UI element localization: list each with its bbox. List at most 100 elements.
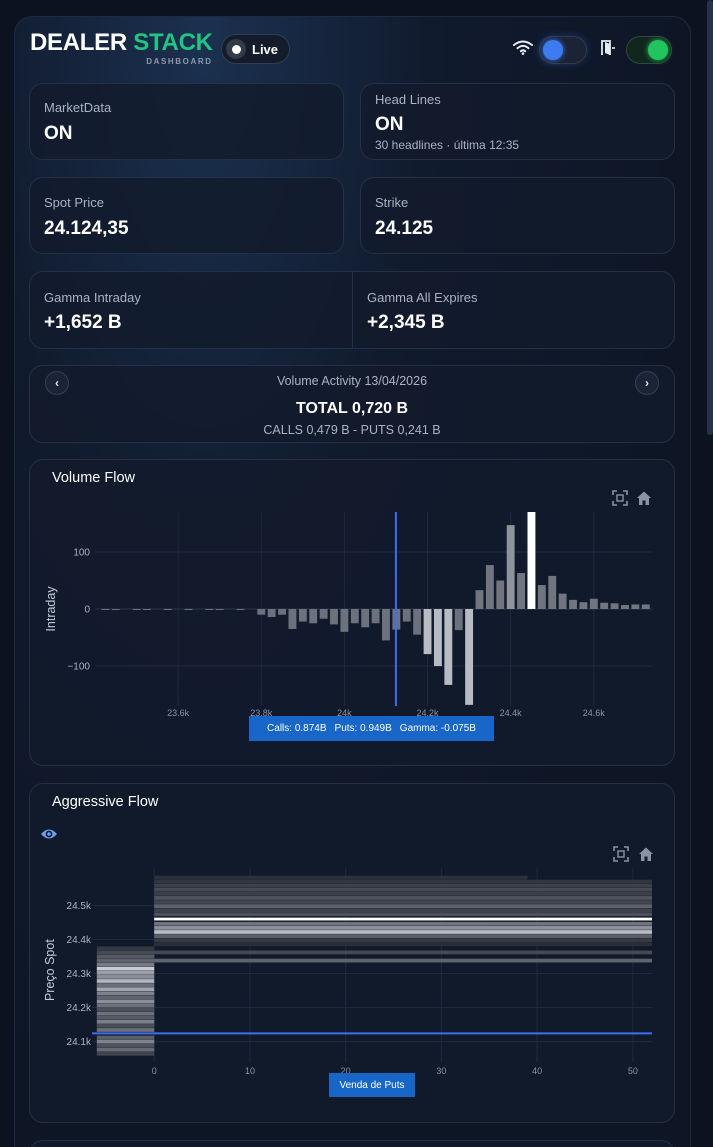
volume-bar [475, 590, 484, 609]
heatmap-row [96, 970, 155, 975]
heatmap-row [154, 942, 652, 947]
volume-bar [143, 609, 151, 610]
volume-bar [163, 609, 172, 610]
volume-bar [402, 609, 411, 622]
x-tick-label: 23.6k [167, 708, 190, 718]
x-tick-label: 0 [152, 1066, 157, 1076]
brand-word-1: DEALER [30, 29, 127, 56]
x-tick-label: 20 [341, 1066, 351, 1076]
headlines-sub: 30 headlines · última 12:35 [375, 138, 520, 152]
volume-activity-total: TOTAL 0,720 B [295, 400, 409, 417]
volume-bar [278, 609, 287, 615]
heatmap-row [96, 1051, 155, 1056]
volume-bar [454, 609, 463, 631]
x-tick-label: 24.6k [583, 708, 606, 718]
heatmap-row [154, 921, 652, 926]
heatmap-row [154, 875, 528, 880]
door-icon[interactable] [601, 40, 616, 56]
fullscreen-icon[interactable] [613, 846, 629, 862]
headlines-card[interactable]: Head Lines ON 30 headlines · última 12:3… [360, 83, 675, 160]
heatmap-row [96, 1047, 155, 1052]
volume-bar [496, 580, 505, 609]
volume-activity-title: Volume Activity 13/04/2026 [276, 374, 428, 388]
volume-bar [579, 602, 588, 609]
heatmap-row [96, 995, 155, 1000]
heatmap-row [154, 917, 652, 921]
heatmap-row [96, 1011, 155, 1016]
volume-bar [631, 604, 640, 609]
y-tick-label: 24.4k [67, 935, 92, 946]
volume-bar [184, 609, 193, 610]
x-tick-label: 24.4k [500, 708, 523, 718]
market-data-value: ON [44, 123, 73, 144]
aggressive-flow-title: Aggressive Flow [52, 794, 159, 810]
gamma-card: Gamma Intraday +1,652 B Gamma All Expire… [29, 271, 675, 349]
x-tick-label: 24.2k [417, 708, 440, 718]
heatmap-row [154, 908, 652, 913]
volume-bar [589, 598, 598, 609]
scrollbar[interactable] [707, 0, 713, 435]
volume-bar [236, 609, 245, 610]
y-tick-label: 24.1k [67, 1037, 92, 1048]
gamma-all-value: +2,345 B [367, 312, 445, 333]
x-tick-label: 24k [337, 708, 352, 718]
heatmap-row [96, 1028, 155, 1032]
y-axis-label: Preço Spot [43, 939, 57, 1001]
eye-icon[interactable] [40, 826, 58, 842]
volume-bar [111, 609, 120, 610]
volume-flow-tooltip: Calls: 0.874B Puts: 0.949B Gamma: -0.075… [249, 716, 494, 741]
live-label: Live [252, 41, 279, 57]
heatmap-row [96, 1039, 155, 1044]
volume-bar [527, 512, 536, 609]
x-tick-label: 10 [245, 1066, 255, 1076]
heatmap-row [96, 991, 155, 996]
gamma-intraday-value: +1,652 B [44, 312, 122, 333]
volume-bar [382, 609, 390, 641]
heatmap-row [154, 904, 652, 908]
y-tick-label: 0 [84, 605, 90, 616]
heatmap-row [96, 1007, 155, 1012]
market-data-label: MarketData [44, 100, 112, 115]
heatmap-row [96, 1035, 155, 1040]
heatmap-row [154, 930, 652, 934]
volume-bar [319, 609, 328, 619]
volume-bar [350, 609, 359, 624]
heatmap-row [96, 987, 155, 992]
heatmap-row [154, 900, 652, 904]
market-toggle[interactable] [626, 36, 672, 64]
x-tick-label: 30 [436, 1066, 446, 1076]
strike-card: Strike 24.125 [360, 177, 675, 254]
volume-bar [101, 609, 110, 610]
strike-value: 24.125 [375, 218, 434, 239]
gamma-all-label: Gamma All Expires [367, 290, 478, 305]
wifi-icon [513, 40, 533, 55]
heatmap-row [96, 958, 653, 963]
theme-toggle[interactable] [539, 36, 587, 64]
strike-label: Strike [375, 195, 409, 210]
volume-activity-card: ‹ Volume Activity 13/04/2026 TOTAL 0,720… [29, 365, 675, 443]
home-icon[interactable] [638, 846, 654, 862]
market-data-card: MarketData ON [29, 83, 344, 160]
prev-day-button[interactable]: ‹ [45, 371, 69, 395]
heatmap-row [154, 896, 652, 900]
live-toggle[interactable]: Live [221, 34, 290, 64]
next-panel [29, 1140, 675, 1147]
heatmap-row [96, 983, 155, 987]
volume-bar [132, 609, 141, 610]
heatmap-row [96, 1024, 155, 1028]
heatmap-row [154, 879, 652, 884]
home-icon[interactable] [636, 490, 652, 506]
fullscreen-icon[interactable] [612, 490, 628, 506]
live-knob [226, 39, 246, 59]
theme-toggle-knob [543, 40, 563, 60]
tooltip-puts: Puts: 0.949B [334, 723, 392, 734]
y-tick-label: 24.5k [67, 901, 92, 912]
volume-bar [423, 609, 432, 655]
tooltip-gamma: Gamma: -0.075B [399, 723, 476, 734]
next-day-button[interactable]: › [635, 371, 659, 395]
volume-bar [298, 609, 307, 622]
volume-bar [485, 565, 494, 609]
volume-activity-split: CALLS 0,479 B - PUTS 0,241 B [263, 423, 441, 437]
volume-bar [288, 609, 297, 629]
brand-word-2: STACK [133, 29, 213, 56]
